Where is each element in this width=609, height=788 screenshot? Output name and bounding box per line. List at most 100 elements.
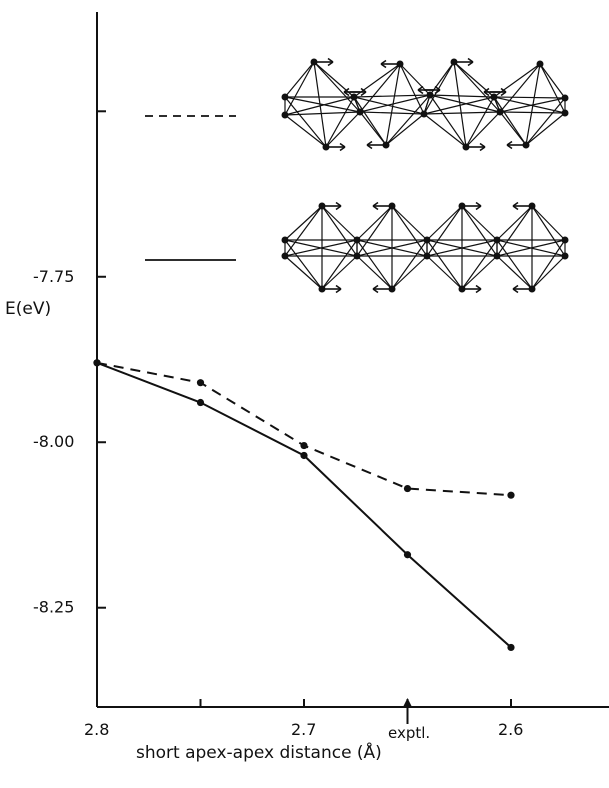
distorted-octahedral-chain-diagram-center-arrow-b-1-head (417, 85, 424, 95)
distorted-octahedral-chain-diagram-bottom-atom-2 (462, 143, 470, 151)
regular-octahedral-chain-diagram-top-arrow-3-head (512, 201, 519, 211)
regular-octahedral-chain-diagram-top-atom-2 (458, 202, 466, 210)
distorted-octahedral-chain-diagram-bottom-edge-0-2 (325, 96, 355, 148)
dashed-series-point-4 (507, 491, 515, 499)
distorted-octahedral-chain-diagram-lower-belt-0 (284, 111, 361, 116)
distorted-octahedral-chain-diagram-top-arrow-2-head (467, 57, 474, 67)
distorted-octahedral-chain-diagram-cross-b-1 (359, 94, 431, 113)
y-tick-label-3: -8.25 (33, 598, 74, 617)
dashed-series-line (96, 361, 512, 497)
distorted-octahedral-chain-diagram-bottom-atom-0 (322, 143, 330, 151)
distorted-octahedral-chain-diagram-lower-belt-3 (499, 111, 566, 114)
distorted-octahedral-chain-diagram-bottom-atom-3 (522, 141, 530, 149)
distorted-octahedral-chain-diagram-axis-1 (385, 63, 401, 146)
regular-octahedral-chain-diagram-top-edge-1-1 (356, 205, 393, 257)
distorted-octahedral-chain-diagram-bottom-edge-2-2 (465, 96, 495, 148)
ticks-layer: 2.8 2.7 2.6 -7.75 -8.00 -8.25 (33, 110, 523, 739)
distorted-octahedral-chain-diagram (281, 57, 569, 152)
distorted-octahedral-chain-diagram-upper-belt-1 (353, 94, 431, 98)
distorted-octahedral-chain-diagram-center-arrow-b-2-head (483, 87, 490, 97)
distorted-octahedral-chain-diagram-upper-belt-3 (493, 96, 566, 99)
distorted-octahedral-chain-diagram-cross-b-0 (284, 96, 355, 116)
x-tick-label-4: 2.6 (498, 720, 523, 739)
dashed-series-point-3 (403, 484, 412, 493)
distorted-octahedral-chain-diagram-bottom-edge-0-0 (284, 96, 327, 148)
regular-octahedral-chain-diagram-bottom-atom-1 (388, 285, 396, 293)
solid-series-point-2 (300, 451, 308, 460)
distorted-octahedral-chain-diagram-bottom-edge-3-0 (493, 96, 527, 146)
distorted-octahedral-chain-diagram-cross-a-3 (493, 96, 566, 114)
regular-octahedral-chain-diagram-top-edge-1-3 (391, 205, 428, 257)
distorted-octahedral-chain-diagram-bottom-edge-1-2 (385, 94, 431, 146)
regular-octahedral-chain-diagram-lower-atom-1 (353, 252, 361, 260)
distorted-octahedral-chain-diagram-bottom-edge-0-1 (284, 114, 327, 148)
distorted-octahedral-chain-diagram-top-edge-3-1 (499, 63, 541, 113)
regular-octahedral-chain-diagram-lower-atom-2 (423, 252, 431, 260)
distorted-octahedral-chain-diagram-top-edge-2-1 (423, 61, 455, 115)
regular-octahedral-chain-diagram-bottom-edge-0-3 (321, 255, 358, 290)
regular-octahedral-chain-diagram-lower-atom-0 (281, 252, 289, 260)
distorted-octahedral-chain-diagram-bottom-arrow-0-head (339, 142, 346, 152)
distorted-octahedral-chain-diagram-bottom-arrow-1-head (366, 140, 373, 150)
regular-octahedral-chain-diagram-bottom-arrow-0-head (335, 284, 342, 294)
x-axis-label: short apex-apex distance (Å) (136, 741, 382, 763)
regular-octahedral-chain-diagram-top-edge-1-2 (391, 205, 428, 241)
regular-octahedral-chain-diagram-top-edge-2-2 (461, 205, 498, 241)
distorted-octahedral-chain-diagram-bottom-edge-1-3 (385, 113, 425, 146)
regular-octahedral-chain-diagram-top-arrow-0-head (335, 201, 342, 211)
distorted-octahedral-chain-diagram-top-edge-1-3 (399, 63, 425, 115)
distorted-octahedral-chain-diagram-upper-belt-2 (429, 94, 495, 98)
distorted-octahedral-chain-diagram-top-edge-0-3 (313, 61, 361, 113)
regular-octahedral-chain-diagram-top-edge-0-1 (284, 205, 323, 257)
distorted-octahedral-chain-diagram-upper-atom-4 (561, 94, 569, 102)
solid-series-point-1 (196, 398, 205, 407)
experimental-marker-label: exptl. (388, 724, 430, 742)
experimental-marker-arrow-icon (403, 698, 412, 706)
regular-octahedral-chain-diagram (281, 201, 569, 294)
distorted-octahedral-chain-diagram-top-edge-1-1 (359, 63, 401, 113)
distorted-octahedral-chain-diagram-bottom-edge-2-3 (465, 111, 501, 148)
distorted-octahedral-chain-diagram-lower-atom-4 (561, 109, 569, 117)
regular-octahedral-chain-diagram-lower-atom-4 (561, 252, 569, 260)
distorted-octahedral-chain-diagram-center-arrow-b-0-head (343, 87, 350, 97)
regular-octahedral-chain-diagram-top-edge-3-0 (496, 205, 533, 241)
regular-octahedral-chain-diagram-bottom-arrow-1-head (372, 284, 379, 294)
distorted-octahedral-chain-diagram-bottom-edge-0-3 (325, 111, 361, 148)
distorted-octahedral-chain-diagram-bottom-edge-1-0 (353, 96, 387, 146)
distorted-octahedral-chain-diagram-upper-atom-2 (426, 91, 434, 99)
regular-octahedral-chain-diagram-top-edge-2-3 (461, 205, 498, 257)
y-tick-label-2: -8.00 (33, 432, 74, 451)
regular-octahedral-chain-diagram-bottom-edge-2-3 (461, 255, 498, 290)
regular-octahedral-chain-diagram-bottom-atom-3 (528, 285, 536, 293)
distorted-octahedral-chain-diagram-cross-a-0 (284, 96, 361, 113)
regular-octahedral-chain-diagram-cross-b-3 (496, 239, 566, 257)
regular-octahedral-chain-diagram-cross-b-0 (284, 239, 358, 257)
regular-octahedral-chain-diagram-top-arrow-2-head (475, 201, 482, 211)
regular-octahedral-chain-diagram-top-edge-0-3 (321, 205, 358, 257)
regular-octahedral-chain-diagram-bottom-edge-1-1 (356, 255, 393, 290)
distorted-octahedral-chain-diagram-bottom-edge-2-1 (423, 113, 467, 148)
regular-octahedral-chain-diagram-bottom-edge-3-1 (496, 255, 533, 290)
distorted-octahedral-chain-diagram-top-edge-2-3 (453, 61, 501, 113)
distorted-octahedral-chain-diagram-axis-2 (453, 61, 467, 148)
distorted-octahedral-chain-diagram-bottom-arrow-3-head (506, 140, 513, 150)
distorted-octahedral-chain-diagram-top-edge-3-2 (539, 63, 566, 99)
distorted-octahedral-chain-diagram-top-arrow-0-head (327, 57, 334, 67)
distorted-octahedral-chain-diagram-center-arrow-a-1-head (434, 85, 441, 95)
regular-octahedral-chain-diagram-bottom-arrow-2-head (475, 284, 482, 294)
distorted-octahedral-chain-diagram-upper-atom-1 (350, 93, 358, 101)
x-tick-label-2: 2.7 (291, 720, 316, 739)
regular-octahedral-chain-diagram-bottom-atom-0 (318, 285, 326, 293)
regular-octahedral-chain-diagram-top-atom-0 (318, 202, 326, 210)
distorted-octahedral-chain-diagram-top-edge-3-3 (539, 63, 566, 114)
regular-octahedral-chain-diagram-bottom-edge-0-1 (284, 255, 323, 290)
regular-octahedral-chain-diagram-bottom-edge-3-2 (531, 239, 566, 290)
distorted-octahedral-chain-diagram-bottom-edge-3-3 (525, 112, 566, 146)
regular-octahedral-chain-diagram-top-edge-0-0 (284, 205, 323, 241)
regular-octahedral-chain-diagram-upper-atom-2 (423, 236, 431, 244)
regular-octahedral-chain-diagram-top-atom-3 (528, 202, 536, 210)
distorted-octahedral-chain-diagram-top-edge-0-1 (284, 61, 315, 116)
regular-octahedral-chain-diagram-bottom-arrow-3-head (512, 284, 519, 294)
dashed-series-point-2 (300, 441, 308, 450)
